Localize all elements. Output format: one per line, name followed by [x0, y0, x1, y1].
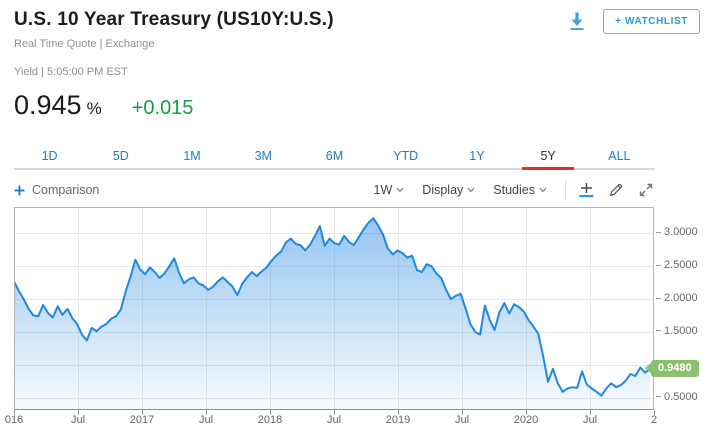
- y-axis-label: 0.5000: [656, 391, 698, 403]
- comparison-label: Comparison: [32, 183, 100, 197]
- quote-subtitle: Real Time Quote | Exchange: [14, 38, 155, 50]
- x-axis-label: 2019: [385, 414, 411, 426]
- x-axis-label: Jul: [454, 414, 470, 426]
- chart-tools: 1W Display Studies: [374, 180, 655, 200]
- x-axis-label: 2018: [257, 414, 283, 426]
- x-axis-label: 2020: [513, 414, 539, 426]
- y-tick-mark: [656, 396, 661, 398]
- x-axis-label: 016: [4, 414, 24, 426]
- page-title: U.S. 10 Year Treasury (US10Y:U.S.): [14, 9, 334, 30]
- price-row: 0.945 % +0.015: [14, 90, 193, 121]
- header-actions: + WATCHLIST: [564, 8, 700, 34]
- tab-1d[interactable]: 1D: [41, 149, 58, 163]
- fullscreen-button[interactable]: [637, 181, 655, 199]
- tab-6m[interactable]: 6M: [325, 149, 344, 163]
- studies-label: Studies: [493, 183, 535, 197]
- interval-label: 1W: [373, 183, 393, 197]
- tab-ytd[interactable]: YTD: [393, 149, 419, 163]
- crosshair-icon: [579, 183, 594, 198]
- y-tick-mark: [656, 330, 661, 332]
- interval-dropdown[interactable]: 1W: [374, 183, 405, 197]
- tab-1m[interactable]: 1M: [183, 149, 201, 163]
- price-value: 0.945: [14, 90, 82, 120]
- display-dropdown[interactable]: Display: [422, 183, 475, 197]
- studies-dropdown[interactable]: Studies: [493, 183, 547, 197]
- y-axis-label: 2.5000: [656, 259, 698, 271]
- expand-icon: [639, 183, 653, 197]
- chevron-down-icon: [396, 187, 404, 193]
- y-axis-label: 2.0000: [656, 292, 698, 304]
- chevron-down-icon: [539, 187, 547, 193]
- price-change: +0.015: [131, 97, 194, 119]
- watchlist-button[interactable]: + WATCHLIST: [603, 8, 700, 34]
- chart-plot[interactable]: [14, 207, 656, 416]
- y-axis-label: 3.0000: [656, 226, 698, 238]
- download-button[interactable]: [564, 8, 590, 34]
- tab-1y[interactable]: 1Y: [469, 149, 485, 163]
- pencil-icon: [609, 183, 623, 197]
- plus-icon: [14, 185, 25, 195]
- badge-arrow-icon: [645, 362, 652, 375]
- quote-meta: Yield | 5:05:00 PM EST: [14, 66, 128, 78]
- tab-all[interactable]: ALL: [608, 149, 631, 163]
- x-axis-label: 2017: [129, 414, 155, 426]
- y-tick-mark: [656, 297, 661, 299]
- tab-5d[interactable]: 5D: [112, 149, 129, 163]
- badge-value: 0.9480: [651, 359, 699, 377]
- tab-5y[interactable]: 5Y: [513, 146, 584, 170]
- last-price-badge: 0.9480: [645, 359, 699, 377]
- toolbar-divider: [565, 180, 566, 200]
- x-axis-label: Jul: [582, 414, 598, 426]
- comparison-button[interactable]: Comparison: [14, 183, 99, 197]
- display-label: Display: [422, 183, 464, 197]
- x-axis-label: Jul: [198, 414, 214, 426]
- y-tick-mark: [656, 264, 661, 266]
- chart-toolbar: Comparison 1W Display Studies: [14, 177, 655, 203]
- tab-3m[interactable]: 3M: [254, 149, 272, 163]
- price-unit: %: [86, 99, 102, 118]
- download-icon: [570, 12, 584, 30]
- y-tick-mark: [656, 231, 661, 233]
- x-axis-label: Jul: [70, 414, 86, 426]
- chevron-down-icon: [467, 187, 475, 193]
- x-axis-label: 2: [650, 414, 658, 426]
- x-axis-label: Jul: [326, 414, 342, 426]
- range-tabs: 1D 5D 1M 3M 6M YTD 1Y 5Y ALL: [14, 146, 655, 170]
- crosshair-button[interactable]: [577, 181, 596, 199]
- y-axis-label: 1.5000: [656, 325, 698, 337]
- draw-button[interactable]: [607, 181, 626, 199]
